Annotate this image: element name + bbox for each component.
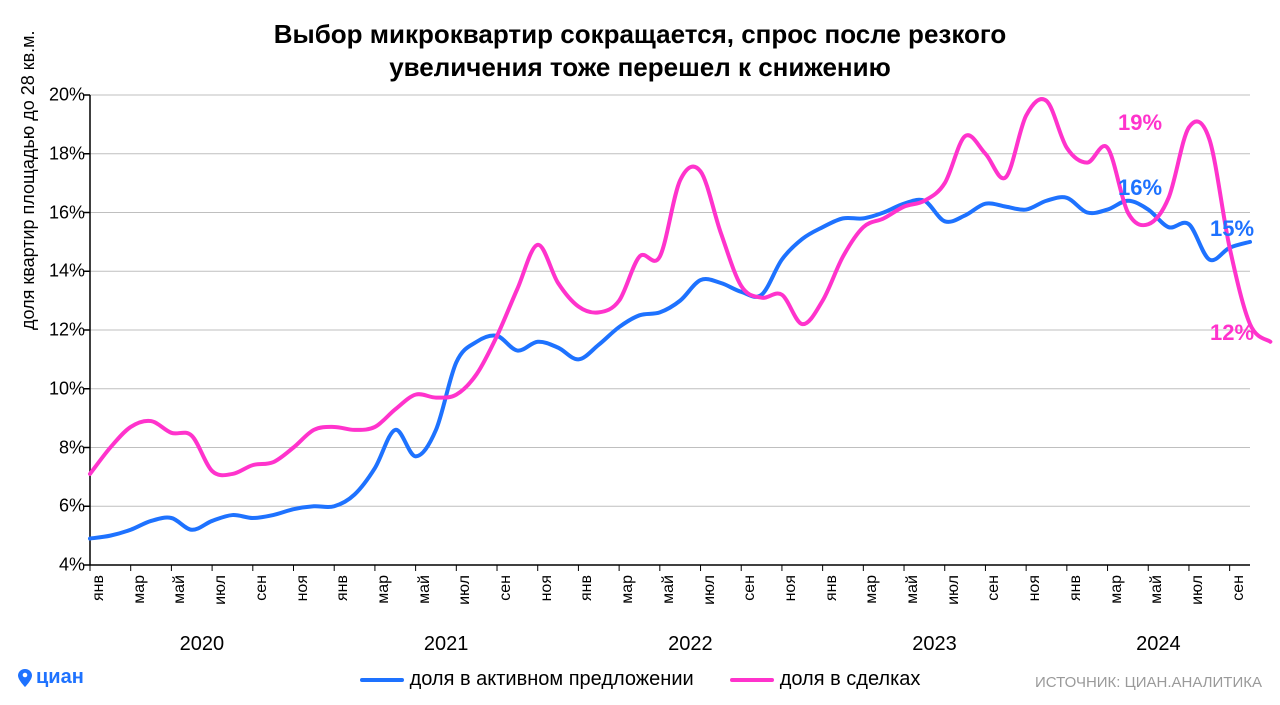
x-tick-label: мар [131, 575, 149, 604]
logo-text: циан [36, 666, 84, 689]
cian-logo: циан [18, 666, 84, 689]
x-tick-label: янв [90, 575, 108, 601]
y-tick-label: 8% [59, 437, 85, 458]
x-tick-label: сен [497, 575, 515, 601]
x-tick-label: май [1148, 575, 1166, 604]
legend-item: доля в активном предложении [360, 668, 694, 691]
series-line [90, 99, 1270, 475]
annotation-label: 15% [1210, 216, 1254, 242]
x-tick-label: июл [945, 575, 963, 605]
x-tick-label: сен [1230, 575, 1248, 601]
x-tick-label: ноя [294, 575, 312, 601]
plot-svg [90, 95, 1250, 565]
x-tick-label: сен [253, 575, 271, 601]
year-label: 2022 [668, 633, 713, 656]
x-tick-label: сен [741, 575, 759, 601]
year-label: 2024 [1136, 633, 1181, 656]
x-tick-label: мар [1108, 575, 1126, 604]
legend-swatch [360, 678, 404, 682]
series-line [90, 197, 1250, 538]
y-tick-label: 10% [49, 378, 85, 399]
pin-icon [18, 669, 32, 687]
y-tick-label: 20% [49, 85, 85, 106]
y-tick-label: 12% [49, 320, 85, 341]
year-label: 2023 [912, 633, 957, 656]
y-tick-label: 18% [49, 143, 85, 164]
y-tick-label: 14% [49, 261, 85, 282]
title-line-1: Выбор микроквартир сокращается, спрос по… [274, 19, 1007, 49]
legend-label: доля в сделках [780, 668, 921, 691]
x-tick-label: янв [823, 575, 841, 601]
title-line-2: увеличения тоже перешел к снижению [389, 52, 891, 82]
x-tick-label: июл [456, 575, 474, 605]
x-tick-label: мар [863, 575, 881, 604]
annotation-label: 19% [1118, 110, 1162, 136]
x-tick-label: июл [212, 575, 230, 605]
legend-item: доля в сделках [730, 668, 921, 691]
chart-container: Выбор микроквартир сокращается, спрос по… [0, 0, 1280, 705]
chart-title: Выбор микроквартир сокращается, спрос по… [0, 18, 1280, 83]
y-tick-label: 4% [59, 555, 85, 576]
x-tick-label: мар [619, 575, 637, 604]
x-tick-label: сен [985, 575, 1003, 601]
annotation-label: 16% [1118, 175, 1162, 201]
x-tick-label: июл [1189, 575, 1207, 605]
x-tick-label: май [660, 575, 678, 604]
x-tick-label: янв [578, 575, 596, 601]
year-label: 2021 [424, 633, 469, 656]
x-tick-label: мар [375, 575, 393, 604]
y-axis-label: доля квартир площадью до 28 кв.м. [18, 30, 39, 330]
y-tick-label: 16% [49, 202, 85, 223]
x-tick-label: янв [1067, 575, 1085, 601]
legend-label: доля в активном предложении [410, 668, 694, 691]
annotation-label: 12% [1210, 320, 1254, 346]
x-tick-label: май [416, 575, 434, 604]
legend-swatch [730, 678, 774, 682]
x-tick-label: июл [701, 575, 719, 605]
x-tick-label: ноя [1026, 575, 1044, 601]
source-text: ИСТОЧНИК: ЦИАН.АНАЛИТИКА [1035, 674, 1262, 691]
year-label: 2020 [180, 633, 225, 656]
x-tick-label: май [904, 575, 922, 604]
x-tick-label: янв [334, 575, 352, 601]
x-tick-label: май [171, 575, 189, 604]
y-tick-label: 6% [59, 496, 85, 517]
x-tick-label: ноя [538, 575, 556, 601]
x-tick-label: ноя [782, 575, 800, 601]
